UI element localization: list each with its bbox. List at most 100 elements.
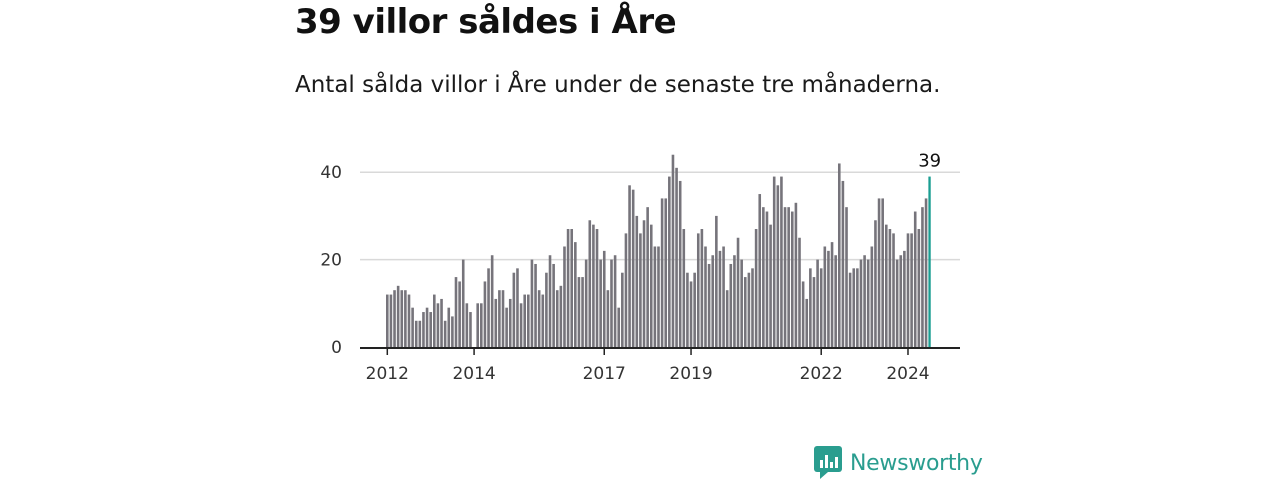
bar [563,246,566,347]
bar [754,229,758,347]
bar [646,207,649,347]
bar [668,176,671,347]
bar [877,198,881,347]
bar [816,259,819,347]
bar [830,242,834,347]
bar [798,237,801,347]
bar [783,207,787,347]
gridlines [360,171,960,261]
bar [722,246,725,347]
bar [505,307,508,347]
bar [595,229,599,347]
bar [776,185,780,347]
bar [758,194,762,347]
bar [639,233,642,347]
bar [628,185,631,347]
bar [787,207,790,347]
bar [790,211,794,347]
bar [451,316,454,347]
bar [696,233,700,347]
bar [534,263,537,347]
bar [487,268,490,347]
bar [447,307,451,347]
bar [751,268,754,347]
bar [693,272,696,347]
bar [704,246,707,347]
bar [819,268,823,347]
bar [711,255,715,347]
bar [664,198,668,347]
bar [516,268,519,347]
bar [548,255,552,347]
bar [559,285,563,347]
bar [921,207,924,347]
bar [523,294,526,347]
bar [429,312,432,347]
bars [386,154,931,347]
bar [863,255,866,347]
x-tick-label: 2014 [452,364,495,384]
bar [772,176,776,347]
bar [884,224,888,347]
bar [809,268,812,347]
bar [635,215,639,347]
bar [454,277,458,347]
bar [725,290,729,347]
bar [613,255,617,347]
bar [606,290,610,347]
bar [498,290,501,347]
bar [519,303,523,347]
bar [859,259,863,347]
bar [588,220,592,347]
bar [686,272,689,347]
bar [740,259,743,347]
bar [404,290,407,347]
bar [837,163,841,347]
bar [433,294,436,347]
bar [689,281,693,347]
bar [490,255,494,347]
bar [530,259,534,347]
bar [660,198,664,347]
bar [512,272,516,347]
bar [765,211,769,347]
bar [545,272,548,347]
bar-highlight [928,176,931,347]
bar [881,198,884,347]
bar [570,229,574,347]
bar [657,246,660,347]
bar [407,294,411,347]
bar [866,259,870,347]
bar [823,246,827,347]
x-tick-label: 2017 [583,364,626,384]
bar [903,250,906,347]
axes [360,347,960,355]
bar [494,298,498,347]
y-tick-label: 20 [320,251,342,271]
bar [610,259,613,347]
brand-logo[interactable]: Newsworthy [814,446,983,480]
bar [924,198,928,347]
bar [805,298,809,347]
chart-title: 39 villor såldes i Åre [295,2,677,42]
bar [393,290,396,347]
bar [906,233,910,347]
bar [537,290,541,347]
bar [841,180,845,347]
chart-subtitle: Antal sålda villor i Åre under de senast… [295,72,941,98]
bar [678,180,682,347]
bar [682,229,686,347]
bar [736,237,740,347]
bar [913,211,917,347]
bar [729,263,733,347]
bar [599,259,602,347]
bar [621,272,624,347]
newsworthy-logo-icon [814,446,842,479]
bar [577,277,581,347]
bar [671,154,675,347]
x-tick-label: 2019 [669,364,712,384]
y-tick-label: 40 [320,163,342,183]
bar [917,229,921,347]
bar [396,285,400,347]
bar [631,189,635,347]
